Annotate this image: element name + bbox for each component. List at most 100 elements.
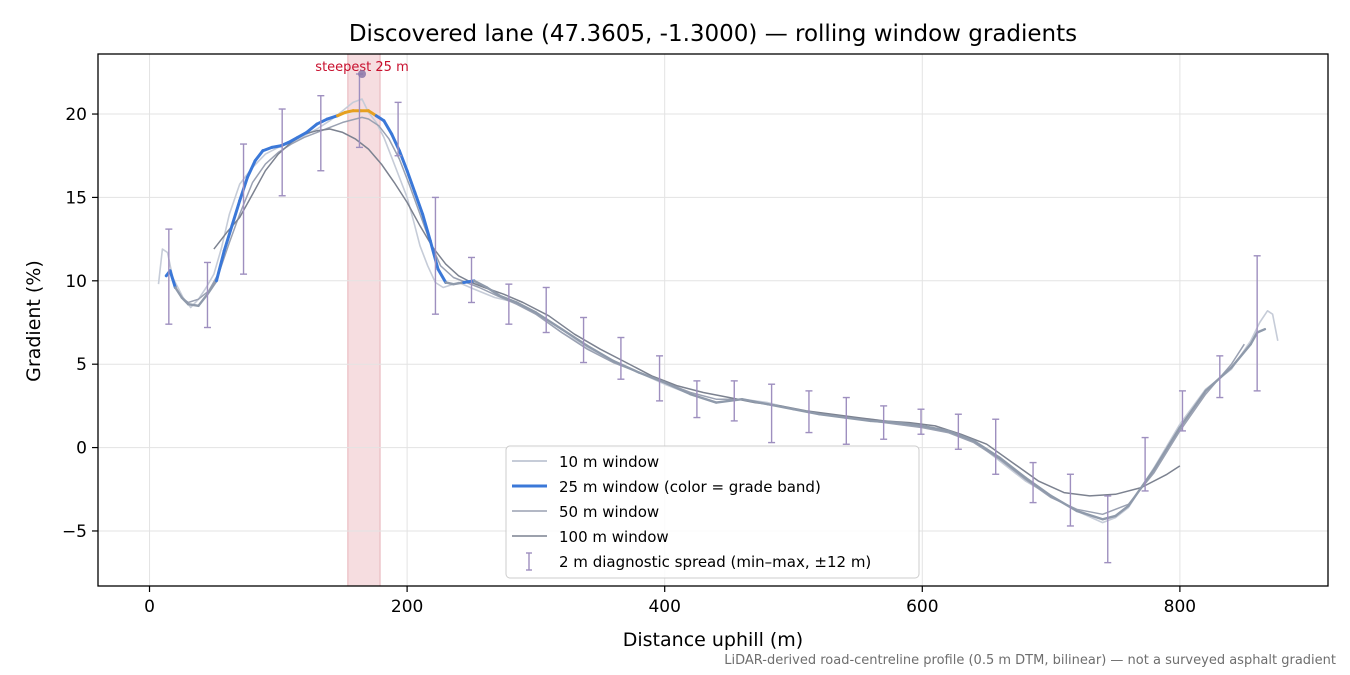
- legend-swatch-errorbar: [526, 552, 532, 571]
- x-tick-label: 200: [391, 597, 423, 617]
- series-25m-segment: [689, 393, 718, 404]
- series-lines: [157, 98, 1279, 524]
- series-25m-segment: [818, 413, 847, 419]
- errorbar: [1253, 255, 1261, 392]
- series-25m-segment: [230, 199, 242, 228]
- series-25m-segment: [485, 286, 502, 298]
- series-25m-segment: [637, 371, 666, 384]
- series-25m-segment: [413, 190, 425, 216]
- series-25m-segment: [315, 117, 329, 126]
- series-25m-segment: [1127, 468, 1156, 508]
- legend-label-25m: 25 m window (color = grade band): [559, 478, 821, 496]
- y-axis-label: Gradient (%): [23, 260, 45, 382]
- series-25m-segment: [325, 114, 340, 121]
- series-25m-segment: [611, 359, 641, 374]
- footnote: LiDAR-derived road-centreline profile (0…: [724, 653, 1336, 668]
- errorbar: [1066, 473, 1074, 527]
- errorbar: [1216, 355, 1224, 399]
- grid: [98, 54, 1328, 586]
- series-25m-window: [164, 109, 1267, 521]
- series-25m-segment: [397, 149, 409, 173]
- x-axis-ticks: 0 200 400 600 800: [144, 586, 1196, 617]
- series-25m-segment: [946, 429, 976, 443]
- errorbar: [542, 286, 550, 334]
- series-25m-segment: [245, 159, 257, 179]
- errorbar: [278, 108, 286, 197]
- series-25m-segment: [1114, 504, 1130, 518]
- errorbar: [1141, 436, 1149, 492]
- series-25m-segment: [462, 279, 476, 284]
- legend-label-10m: 10 m window: [559, 453, 659, 471]
- errorbar: [768, 383, 776, 444]
- series-25m-segment: [1178, 389, 1207, 429]
- series-25m-segment: [382, 119, 394, 136]
- series-25m-segment: [405, 169, 417, 194]
- errorbar: [880, 405, 888, 440]
- series-25m-segment: [1152, 426, 1182, 471]
- series-25m-segment: [296, 130, 309, 139]
- errorbar: [1178, 390, 1186, 432]
- errorbar: [656, 355, 664, 402]
- series-25m-segment: [843, 416, 872, 423]
- series-25m-segment: [895, 421, 924, 428]
- x-tick-label: 800: [1164, 597, 1196, 617]
- errorbar: [468, 256, 476, 304]
- errorbar: [203, 261, 211, 329]
- series-25m-segment: [174, 286, 183, 299]
- series-25m-segment: [663, 381, 692, 396]
- series-25m-segment: [921, 424, 950, 433]
- y-tick-label: 10: [65, 272, 87, 292]
- y-tick-label: 0: [76, 439, 87, 459]
- errorbar: [805, 390, 813, 434]
- series-25m-segment: [444, 281, 455, 286]
- series-25m-segment: [186, 302, 200, 308]
- series-25m-segment: [261, 145, 274, 153]
- series-25m-segment: [168, 269, 177, 289]
- errorbar: [580, 316, 588, 364]
- legend-label-spread: 2 m diagnostic spread (min–max, ±12 m): [559, 553, 871, 571]
- series-25m-segment: [452, 281, 465, 286]
- x-tick-label: 400: [648, 597, 680, 617]
- series-25m-segment: [715, 398, 744, 404]
- legend: 10 m window 25 m window (color = grade b…: [505, 445, 920, 579]
- series-100m-window: [213, 128, 1181, 497]
- steepest-annotation: steepest 25 m: [315, 60, 409, 79]
- errorbar: [917, 408, 925, 435]
- series-25m-segment: [1049, 494, 1079, 513]
- errorbar: [165, 228, 173, 325]
- steepest-segment-highlight: [347, 53, 381, 587]
- errorbar: [1029, 461, 1037, 504]
- series-25m-segment: [534, 311, 563, 331]
- errorbar: [617, 336, 625, 380]
- series-25m-segment: [1204, 366, 1233, 393]
- series-25m-segment: [472, 279, 489, 289]
- legend-label-100m: 100 m window: [559, 528, 669, 546]
- series-25m-segment: [253, 149, 265, 163]
- errorbar: [505, 283, 513, 325]
- y-tick-label: 5: [76, 355, 87, 375]
- errorbar: [394, 101, 402, 157]
- series-25m-segment: [1024, 476, 1053, 498]
- series-25m-segment: [305, 122, 319, 134]
- series-25m-segment: [586, 344, 615, 363]
- y-tick-label: 20: [65, 105, 87, 125]
- highlight-band: [347, 53, 381, 587]
- errorbar: [431, 196, 439, 315]
- y-axis-ticks: −5 0 5 10 15 20: [62, 105, 98, 542]
- errorbar: [954, 413, 962, 450]
- errorbar: [842, 396, 850, 445]
- y-tick-label: 15: [65, 188, 87, 208]
- series-25m-segment: [1249, 331, 1259, 346]
- chart-title: Discovered lane (47.3605, -1.3000) — rol…: [349, 21, 1077, 47]
- steepest-marker: [358, 70, 367, 79]
- series-25m-segment: [998, 456, 1027, 479]
- series-25m-segment: [421, 212, 432, 243]
- series-25m-segment: [222, 224, 234, 253]
- x-tick-label: 600: [906, 597, 938, 617]
- series-25m-segment: [1255, 327, 1267, 334]
- diagnostic-spread-errorbars: [165, 73, 1261, 564]
- series-25m-segment: [1101, 514, 1117, 521]
- errorbar: [1104, 495, 1112, 564]
- legend-label-50m: 50 m window: [559, 503, 659, 521]
